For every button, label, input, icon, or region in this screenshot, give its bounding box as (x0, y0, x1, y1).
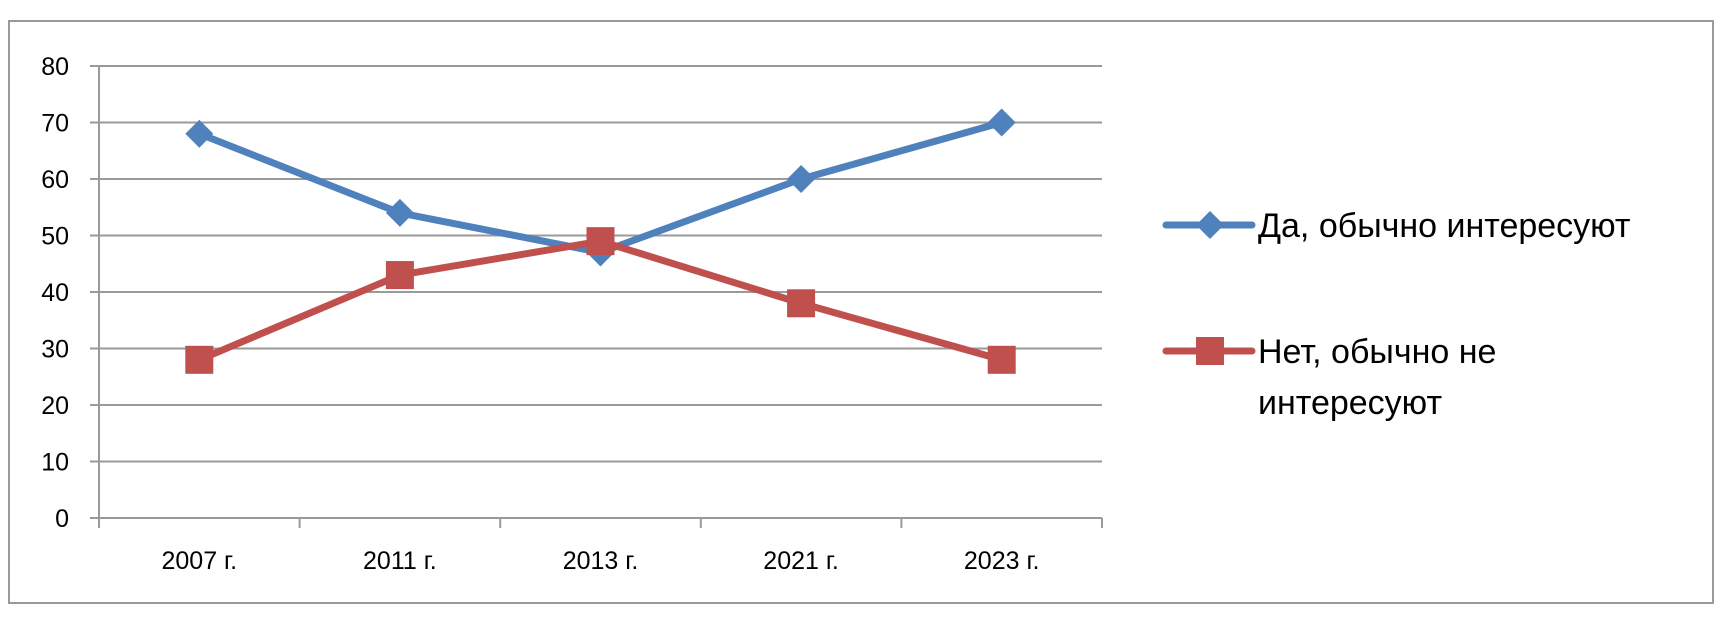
y-tick-label: 50 (41, 223, 69, 251)
legend-label: Да, обычно интересуют (1258, 207, 1631, 245)
chart-frame (8, 20, 1714, 604)
y-tick-label: 10 (41, 449, 69, 477)
y-tick-label: 20 (41, 392, 69, 420)
diamond-marker (987, 108, 1016, 137)
square-marker (987, 345, 1016, 374)
y-tick-label: 30 (41, 336, 69, 364)
legend-item-2: Нет, обычно не интересуют (1162, 333, 1496, 422)
series-lines (185, 108, 1016, 374)
y-tick-label: 40 (41, 279, 69, 307)
legend-label: Нет, обычно не (1258, 333, 1496, 371)
x-tick-label: 2013 г. (563, 547, 639, 575)
legend-label: интересуют (1258, 384, 1442, 422)
legend-square-icon (1196, 337, 1224, 365)
diamond-marker (185, 119, 214, 148)
x-tick-label: 2011 г. (363, 547, 437, 575)
diamond-marker (385, 198, 414, 227)
series-2 (185, 227, 1016, 374)
x-tick-label: 2023 г. (964, 547, 1040, 575)
y-tick-label: 80 (41, 53, 69, 81)
y-tick-labels: 0 10 20 30 40 50 60 70 80 (41, 53, 69, 533)
y-tick-label: 0 (55, 505, 69, 533)
y-tick-label: 70 (41, 110, 69, 138)
x-tick-label: 2021 г. (763, 547, 839, 575)
square-marker (385, 261, 414, 290)
legend-item-1: Да, обычно интересуют (1162, 207, 1631, 245)
diamond-marker (787, 165, 816, 193)
y-tick-label: 60 (41, 166, 69, 194)
x-tick-label: 2007 г. (162, 547, 238, 575)
legend-diamond-icon (1196, 211, 1224, 239)
axes (90, 65, 1103, 528)
square-marker (787, 289, 816, 318)
square-marker (586, 227, 615, 256)
x-tick-labels: 2007 г. 2011 г. 2013 г. 2021 г. 2023 г. (162, 547, 1040, 575)
square-marker (185, 345, 214, 374)
legend: Да, обычно интересуют Нет, обычно не интер… (1162, 207, 1631, 422)
